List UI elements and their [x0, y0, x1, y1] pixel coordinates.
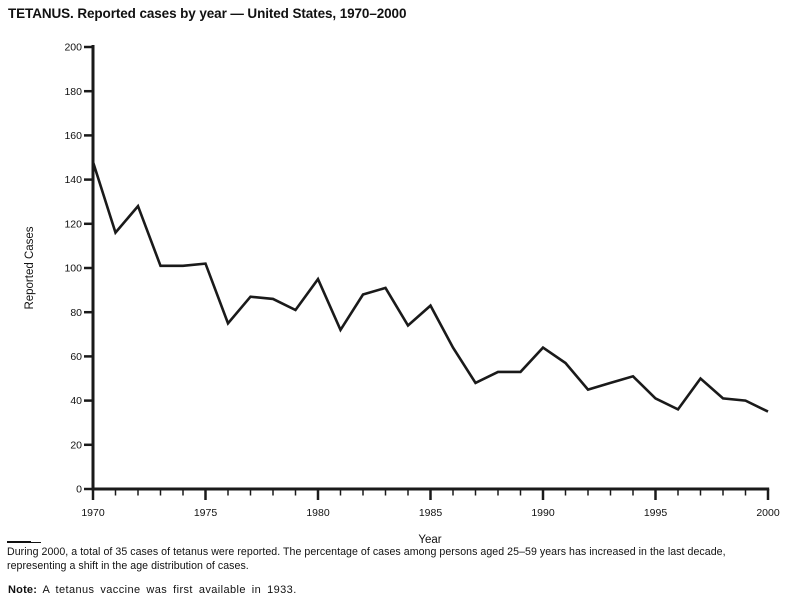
y-tick-label: 0 [76, 484, 82, 496]
y-axis-label: Reported Cases [24, 226, 36, 310]
tetanus-cases-line [91, 161, 769, 413]
x-tick-label: 1970 [81, 507, 105, 519]
y-tick-label: 60 [70, 351, 82, 363]
x-tick-label: 2000 [756, 507, 780, 519]
footnote-separator-rule-tail [31, 542, 41, 543]
vaccine-note: Note: A tetanus vaccine was first availa… [8, 584, 297, 596]
footnote-line-1: During 2000, a total of 35 cases of teta… [7, 546, 726, 558]
y-tick-label: 140 [64, 174, 82, 186]
y-tick-label: 160 [64, 130, 82, 142]
y-tick-label: 180 [64, 86, 82, 98]
note-label: Note: [8, 584, 38, 596]
x-tick-label: 1980 [306, 507, 330, 519]
footnote-text: During 2000, a total of 35 cases of teta… [7, 546, 726, 573]
y-tick-label: 20 [70, 439, 82, 451]
x-tick-label: 1990 [531, 507, 555, 519]
y-tick-label: 120 [64, 218, 82, 230]
y-tick-label: 80 [70, 307, 82, 319]
x-tick-label: 1975 [194, 507, 218, 519]
x-tick-label: 1985 [419, 507, 443, 519]
y-tick-label: 200 [64, 42, 82, 54]
chart-title: TETANUS. Reported cases by year — United… [8, 6, 407, 21]
y-tick-label: 40 [70, 395, 82, 407]
footnote-separator-rule [7, 541, 31, 543]
note-text: A tetanus vaccine was first available in… [37, 584, 297, 596]
y-tick-label: 100 [64, 263, 82, 275]
x-tick-label: 1995 [644, 507, 668, 519]
footnote-line-2: representing a shift in the age distribu… [7, 559, 249, 572]
x-axis-label: Year [418, 534, 442, 546]
